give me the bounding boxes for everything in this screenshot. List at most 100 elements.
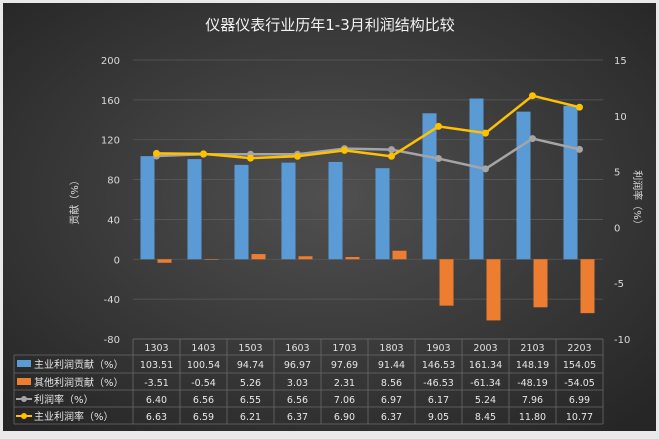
series-point [576,145,583,153]
bar-main [140,156,155,260]
series-point [435,155,442,163]
legend-label: 利润率（%） [34,393,94,406]
series-point [576,103,583,111]
data-label: -48.19 [517,378,548,389]
data-label: 6.90 [334,412,355,423]
legend-label: 主业利润贡献（%） [34,358,124,371]
series-line-main-profit-rate [156,94,580,160]
y-tick-label: 160 [101,96,120,107]
y-tick-label: -40 [104,295,120,306]
data-label: 6.17 [428,395,449,406]
legend-marker [21,413,27,419]
x-tick-label: 2103 [520,343,544,354]
bar-main [234,164,249,260]
series-point [247,154,254,162]
data-label: 97.69 [331,360,358,371]
series-point [529,92,536,100]
x-tick-label: 1603 [285,343,309,354]
data-label: -54.05 [564,378,595,389]
x-tick-label: 1803 [379,343,403,354]
data-label: 6.37 [381,412,402,423]
data-label: 8.45 [475,412,496,423]
bar-main [375,168,390,260]
series-point [294,152,301,160]
series-point [153,149,160,157]
x-tick-label: 1903 [426,343,450,354]
bar-other [439,259,454,306]
x-tick-label: 2003 [473,343,497,354]
data-label: 5.24 [475,395,496,406]
data-label: 9.05 [428,412,449,423]
bar-main [281,162,296,260]
legend-swatch [17,360,31,367]
data-label: 5.26 [240,378,261,389]
data-label: 6.99 [569,395,590,406]
y-tick-label: 0 [114,255,120,266]
bar-main [187,159,202,260]
data-label: 6.56 [193,395,214,406]
series-point [388,146,395,154]
data-label: -46.53 [423,378,454,389]
bar-main [563,105,578,260]
bar-other [345,256,360,260]
y2-tick-label: -5 [614,279,624,290]
data-label: -3.51 [144,378,169,389]
y-tick-label: 40 [107,215,120,226]
data-label: 148.19 [516,360,549,371]
bar-other [157,259,172,263]
y-tick-label: 80 [107,176,120,187]
x-tick-label: 1303 [144,343,168,354]
data-label: 6.37 [287,412,308,423]
legend-label: 主业利润率（%） [34,410,114,423]
data-label: 100.54 [187,360,220,371]
y2-tick-label: -10 [614,335,630,346]
x-tick-label: 1403 [191,343,215,354]
legend-label: 其他利润贡献（%） [34,376,124,389]
series-point [435,122,442,130]
y-tick-label: 200 [101,56,120,67]
y2-axis-label: 利润率（%） [631,170,644,230]
data-label: 2.31 [334,378,355,389]
data-label: 6.55 [240,395,261,406]
data-label: 6.97 [381,395,402,406]
data-label: 96.97 [284,360,311,371]
x-tick-label: 2203 [567,343,591,354]
series-point [388,152,395,160]
series-point [529,135,536,143]
data-label: 7.96 [522,395,543,406]
bar-other [392,250,407,260]
data-label: 6.56 [287,395,308,406]
y-axis-label: 贡献（%） [68,175,81,225]
series-point [200,150,207,158]
y2-tick-label: 5 [614,168,620,179]
data-label: 6.63 [146,412,167,423]
y2-tick-label: 15 [614,56,627,67]
data-label: -0.54 [191,378,216,389]
data-label: 6.21 [240,412,261,423]
bar-main [328,161,343,260]
data-label: -61.34 [470,378,501,389]
data-label: 8.56 [381,378,402,389]
bar-other [533,259,548,308]
y2-tick-label: 10 [614,112,627,123]
data-label: 7.06 [334,395,355,406]
chart-title: 仪器仪表行业历年1-3月利润结构比较 [205,16,455,34]
y-tick-label: -80 [104,335,120,346]
bar-other [251,254,266,260]
data-label: 3.03 [287,378,308,389]
bar-other [298,256,313,260]
series-point [341,146,348,154]
y2-tick-label: 0 [614,223,620,234]
data-label: 10.77 [566,412,593,423]
data-label: 94.74 [237,360,264,371]
data-label: 146.53 [422,360,455,371]
y-tick-label: 120 [101,136,120,147]
series-line-profit-rate [156,137,580,171]
bar-other [204,259,219,260]
data-label: 103.51 [140,360,173,371]
series-point [482,165,489,173]
series-point [482,129,489,137]
data-label: 161.34 [469,360,502,371]
bar-main [516,111,531,260]
